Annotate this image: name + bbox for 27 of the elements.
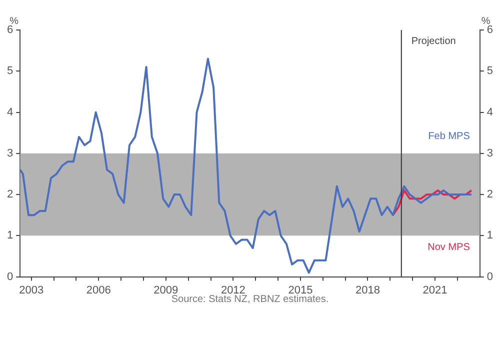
y-tick-label: 3 bbox=[6, 147, 14, 160]
text: Nov MPS bbox=[428, 242, 470, 253]
y-tick-label: 4 bbox=[6, 106, 14, 118]
y2-tick-label: 4 bbox=[486, 106, 494, 118]
ref-line-label: Projection bbox=[411, 36, 456, 47]
y-tick-label: 6 bbox=[6, 24, 14, 36]
x-tick-label: 2003 bbox=[19, 284, 44, 296]
y2-tick-label: 5 bbox=[486, 65, 494, 78]
y2-tick-label: 0 bbox=[486, 270, 494, 283]
x-tick-label: 2018 bbox=[356, 284, 380, 296]
x-tick-label: 2012 bbox=[220, 284, 246, 296]
y-tick-label: 1 bbox=[6, 230, 14, 242]
y2-tick-label: 3 bbox=[486, 147, 494, 160]
x-tick-label: 2015 bbox=[288, 284, 313, 296]
y2-tick-label: 2 bbox=[486, 188, 494, 201]
source-note: Source: Stats NZ, RBNZ estimates. bbox=[171, 294, 329, 305]
y-axis-title: % bbox=[10, 16, 19, 27]
text: Feb MPS bbox=[428, 130, 470, 142]
x-tick-label: 2009 bbox=[154, 284, 178, 296]
x-tick-label: 2021 bbox=[422, 284, 448, 296]
y2-axis-title: % bbox=[481, 16, 490, 27]
y-tick-label: 0 bbox=[6, 270, 14, 283]
y2-tick-label: 1 bbox=[486, 230, 494, 242]
y-tick-label: 2 bbox=[6, 188, 14, 201]
y-tick-label: 5 bbox=[6, 65, 14, 78]
y2-tick-label: 6 bbox=[486, 24, 494, 36]
x-tick-label: 2006 bbox=[86, 284, 111, 296]
